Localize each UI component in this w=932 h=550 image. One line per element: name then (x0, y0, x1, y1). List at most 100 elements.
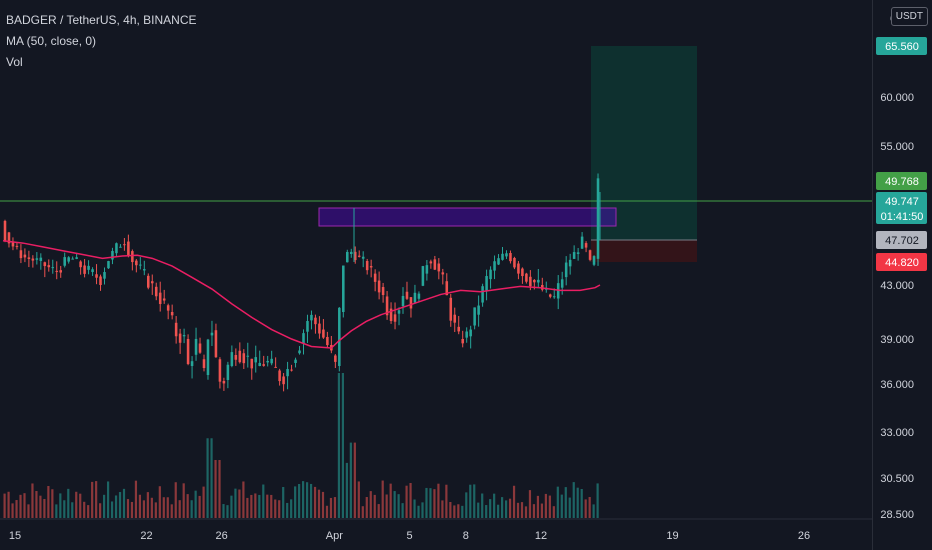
time-tick-label: 19 (666, 530, 678, 542)
price-tick-label: 30.500 (880, 473, 914, 485)
candle (258, 350, 261, 367)
volume-bar (302, 481, 305, 518)
candle (23, 248, 27, 263)
volume-bar (134, 480, 138, 518)
candle (310, 310, 313, 330)
countdown-label: 01:41:50 (881, 211, 924, 223)
candle (357, 250, 361, 258)
candle (67, 256, 70, 264)
volume-bar (433, 489, 436, 518)
candle (131, 249, 134, 271)
volume-bar (146, 492, 149, 518)
candle (385, 291, 389, 320)
volume-bar (250, 494, 253, 518)
candle (465, 327, 468, 343)
price-badge-label: 44.820 (885, 257, 919, 269)
volume-bar (95, 481, 98, 518)
volume-bar (401, 503, 404, 518)
volume-bar (166, 497, 169, 518)
candle (162, 289, 166, 304)
ma-indicator-label[interactable]: MA (50, close, 0) (6, 34, 97, 48)
candle (127, 234, 130, 258)
price-tick-label: 60.000 (880, 92, 914, 104)
volume-indicator-label[interactable]: Vol (6, 55, 23, 69)
volume-bar (19, 494, 22, 518)
volume-bar (71, 502, 74, 518)
candle (123, 238, 126, 251)
candle (361, 251, 365, 268)
volume-bar (246, 497, 249, 518)
currency-button[interactable]: USDT (890, 7, 928, 26)
candle (262, 355, 265, 367)
price-badge: 65.560 (876, 37, 927, 55)
volume-bar (357, 481, 360, 518)
volume-bar (361, 506, 364, 518)
price-tick-label: 43.000 (880, 280, 914, 292)
price-badge: 47.702 (876, 231, 927, 249)
volume-bar (508, 498, 512, 518)
volume-bar (67, 488, 70, 518)
volume-bar (493, 493, 496, 518)
candle (393, 302, 397, 330)
candle (584, 241, 588, 253)
volume-bar (47, 486, 50, 518)
volume-bar (218, 460, 221, 518)
volume-bar (298, 483, 301, 518)
price-tick-label: 36.000 (880, 379, 914, 391)
candle (135, 259, 138, 273)
volume-bar (333, 497, 337, 518)
candle (19, 244, 23, 264)
volume-bar (341, 373, 344, 518)
candle (405, 281, 409, 300)
candle (580, 232, 584, 250)
volume-bar (397, 494, 400, 518)
price-axis (873, 0, 932, 550)
volume-bar (365, 497, 368, 518)
candle (389, 302, 393, 324)
volume-bar (83, 501, 86, 518)
volume-bar (564, 487, 567, 518)
candle (270, 350, 273, 366)
candle (150, 274, 154, 295)
time-tick-label: 5 (406, 530, 412, 542)
volume-bar (580, 489, 583, 518)
candle (521, 267, 524, 284)
candle (381, 282, 385, 303)
candle (330, 335, 333, 354)
volume-bar (118, 492, 122, 518)
candle (588, 249, 592, 262)
candle (397, 307, 401, 326)
candle (147, 273, 150, 290)
volume-bar (405, 485, 408, 518)
volume-bar (317, 489, 321, 518)
volume-bar (262, 484, 265, 518)
candle (63, 252, 66, 268)
candle (497, 254, 500, 266)
volume-bar (377, 504, 380, 518)
volume-bar (194, 490, 197, 518)
volume-bar (469, 484, 472, 518)
candle (11, 237, 15, 251)
candle (445, 273, 449, 296)
candle (369, 259, 373, 278)
volume-bar (122, 488, 126, 518)
volume-bar (7, 491, 10, 518)
candle (413, 284, 417, 303)
candle (525, 272, 528, 284)
candle (501, 246, 504, 261)
symbol-title[interactable]: BADGER / TetherUS, 4h, BINANCE (6, 13, 197, 27)
candle (513, 256, 516, 270)
volume-bar (421, 502, 424, 518)
candle (222, 377, 226, 391)
volume-bar (51, 489, 54, 518)
volume-bar (313, 486, 317, 518)
volume-bar (158, 486, 161, 518)
candle (338, 307, 341, 372)
volume-bar (59, 493, 62, 518)
candle (75, 253, 78, 260)
candle (111, 247, 114, 265)
candle (174, 316, 178, 344)
candle (302, 329, 305, 355)
volume-bar (305, 482, 309, 518)
